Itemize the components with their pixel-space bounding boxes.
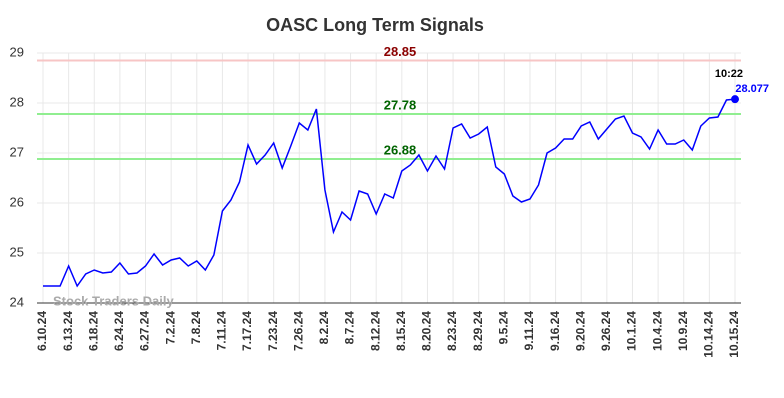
y-tick-label: 26 — [10, 194, 24, 209]
x-tick-label: 7.11.24 — [215, 311, 229, 351]
x-tick-label: 7.23.24 — [266, 311, 280, 351]
y-tick-label: 25 — [10, 244, 24, 259]
x-tick-label: 8.2.24 — [317, 311, 331, 345]
x-tick-label: 10.4.24 — [650, 311, 664, 351]
last-time-label: 10:22 — [715, 68, 743, 80]
x-tick-label: 6.13.24 — [61, 311, 75, 351]
x-tick-label: 7.17.24 — [240, 311, 254, 351]
x-tick-label: 6.24.24 — [112, 311, 126, 351]
x-tick-label: 10.9.24 — [676, 311, 690, 351]
x-tick-label: 10.15.24 — [727, 311, 741, 358]
reference-label: 27.78 — [384, 97, 417, 112]
price-line — [43, 98, 736, 288]
x-tick-label: 8.12.24 — [368, 311, 382, 351]
x-tick-label: 7.2.24 — [163, 311, 177, 345]
y-tick-label: 28 — [10, 94, 24, 109]
x-tick-label: 9.5.24 — [497, 311, 511, 345]
x-tick-label: 8.7.24 — [343, 311, 357, 345]
x-tick-label: 6.10.24 — [35, 311, 49, 351]
y-tick-label: 29 — [10, 44, 24, 59]
x-tick-label: 8.20.24 — [420, 311, 434, 351]
last-point — [731, 95, 739, 104]
x-tick-label: 9.11.24 — [522, 311, 536, 351]
x-tick-label: 9.26.24 — [599, 311, 613, 351]
x-tick-label: 8.29.24 — [471, 311, 485, 351]
x-tick-label: 9.20.24 — [573, 311, 587, 351]
x-tick-label: 7.26.24 — [291, 311, 305, 351]
x-tick-label: 8.23.24 — [445, 311, 459, 351]
watermark: Stock Traders Daily — [53, 293, 174, 308]
chart-title: OASC Long Term Signals — [266, 15, 484, 35]
x-tick-label: 6.27.24 — [138, 311, 152, 351]
y-tick-label: 24 — [10, 294, 24, 309]
x-tick-label: 9.16.24 — [548, 311, 562, 351]
last-value-label: 28.077 — [735, 83, 769, 95]
x-tick-label: 7.8.24 — [189, 311, 203, 345]
x-tick-label: 10.1.24 — [625, 311, 639, 351]
x-tick-label: 10.14.24 — [702, 311, 716, 358]
y-tick-label: 27 — [10, 144, 24, 159]
x-tick-label: 6.18.24 — [86, 311, 100, 351]
reference-label: 26.88 — [384, 142, 417, 157]
reference-label: 28.85 — [384, 44, 417, 59]
x-tick-label: 8.15.24 — [394, 311, 408, 351]
